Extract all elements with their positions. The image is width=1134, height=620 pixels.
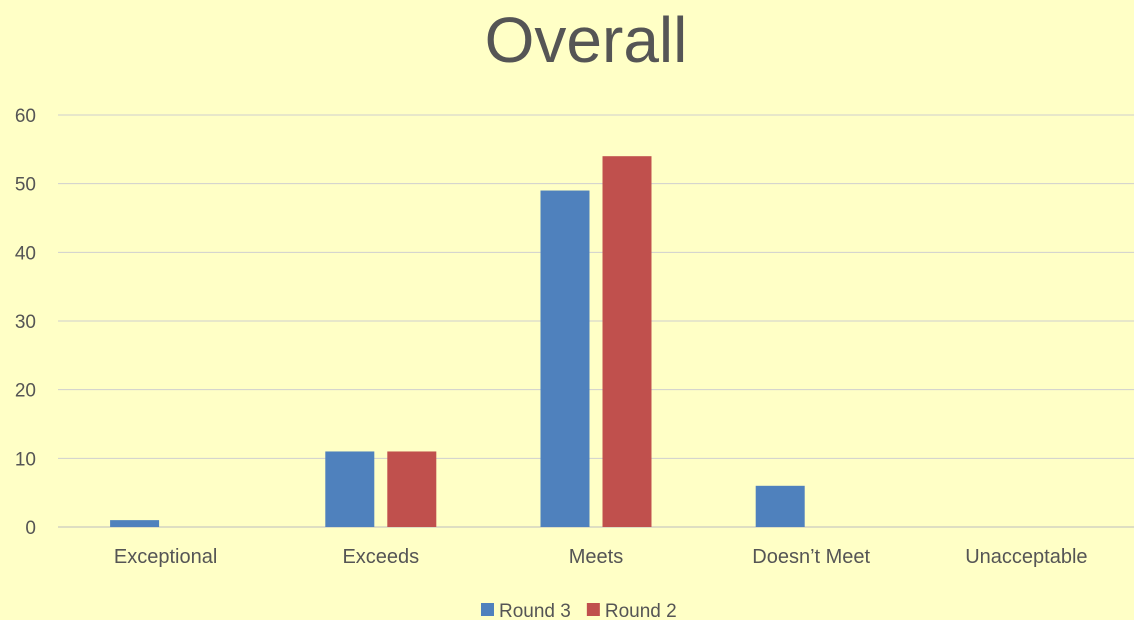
y-tick-label-60: 60 [15, 106, 36, 127]
y-tick-label-20: 20 [15, 381, 36, 402]
x-category-label: Exceeds [342, 546, 419, 568]
legend: Round 3 Round 2 [481, 601, 677, 620]
bar-1-2 [325, 451, 375, 527]
legend-swatch-1 [481, 603, 494, 616]
bar-2-3 [602, 156, 652, 527]
x-axis-categories: Exceptional Exceeds Meets Doesn’t Meet Unacc… [114, 546, 1088, 568]
bar-2-2 [387, 451, 437, 527]
x-category-label: Exceptional [114, 546, 217, 568]
y-axis-ticks: 0 10 20 30 40 50 60 [15, 106, 36, 539]
y-tick-label-30: 30 [15, 312, 36, 333]
legend-label-2: Round 2 [605, 601, 677, 620]
y-tick-label-10: 10 [15, 449, 36, 470]
chart-title: Overall [485, 4, 688, 76]
x-category-label: Meets [569, 546, 623, 568]
y-tick-label-40: 40 [15, 243, 36, 264]
y-tick-label-50: 50 [15, 175, 36, 196]
gridlines [58, 114, 1134, 528]
bar-1-3 [540, 190, 590, 528]
x-category-label: Doesn’t Meet [752, 546, 870, 568]
legend-swatch-2 [586, 603, 600, 616]
bar-1-1 [110, 520, 160, 527]
x-category-label: Unacceptable [965, 546, 1087, 568]
legend-label-1: Round 3 [499, 601, 571, 620]
bars [110, 156, 805, 528]
y-tick-label-0: 0 [25, 518, 36, 539]
bar-1-4 [755, 485, 805, 527]
